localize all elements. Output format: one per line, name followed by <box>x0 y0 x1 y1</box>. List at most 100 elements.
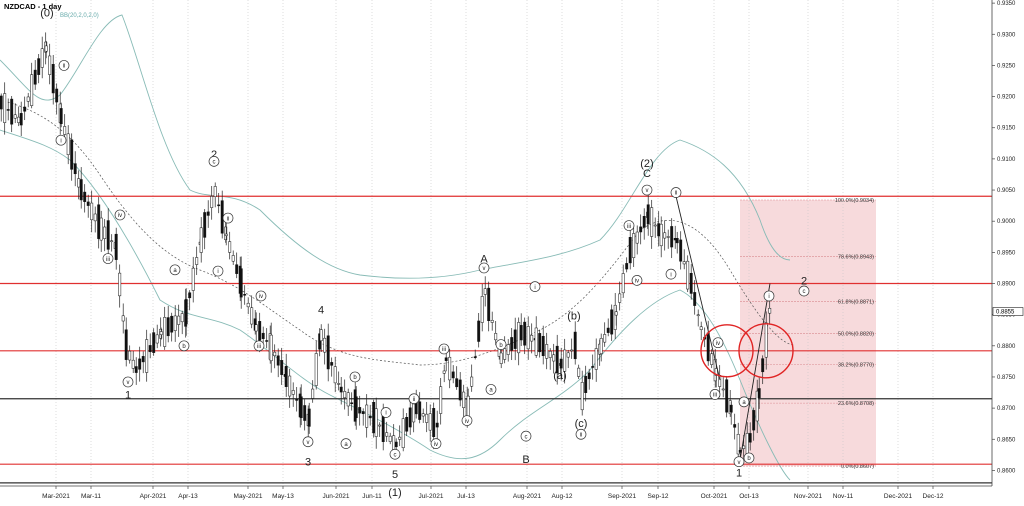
wave-label-circle <box>178 340 190 352</box>
y-tick-label: 0.8600 <box>997 468 1016 474</box>
candle-body <box>284 366 288 387</box>
candle-body <box>378 424 382 427</box>
candle-body <box>764 322 768 358</box>
candle-body <box>555 345 559 374</box>
candle-body <box>663 232 667 239</box>
candle-body <box>173 315 177 331</box>
candle-body <box>398 436 402 440</box>
candle-body <box>534 327 538 356</box>
wave-label-circle <box>212 265 224 277</box>
candle-body <box>503 348 507 360</box>
candle-body <box>145 339 149 373</box>
candle-body <box>59 108 63 124</box>
candle-body <box>653 224 657 227</box>
wave-label-circle <box>222 212 234 224</box>
wave-label-circle <box>55 134 67 146</box>
x-tick-label: Sep-12 <box>648 493 669 500</box>
symbol-label: NZDCAD - 1 day <box>4 2 62 11</box>
candle-body <box>228 241 232 253</box>
candle-body <box>621 273 625 294</box>
wave-label-circle <box>495 339 507 350</box>
candle-body <box>90 202 94 221</box>
fib-label: 61.8%(0.8871) <box>838 300 874 306</box>
x-tick-label: May-13 <box>272 493 294 500</box>
wave-label: v <box>307 440 310 446</box>
candle-body <box>258 321 262 341</box>
candle-body <box>134 366 138 373</box>
candle-body <box>10 98 14 125</box>
candle-body <box>421 413 425 417</box>
candle-body <box>675 238 679 244</box>
wave-label-circle <box>169 264 181 276</box>
candle-body <box>632 233 636 258</box>
candle-body <box>752 410 756 431</box>
axis-background <box>992 0 1024 501</box>
candle-body <box>343 391 347 399</box>
wave-label-circle <box>438 343 450 355</box>
time-axis: Mar-2021 Mar-11 Apr-2021 Apr-13 May-2021 May-… <box>0 485 992 500</box>
candle-body <box>480 296 484 323</box>
wave-label: i <box>768 294 769 300</box>
wave-label: iv <box>434 442 438 448</box>
wave-label-circle <box>485 384 497 395</box>
candle-body <box>483 288 487 295</box>
candle-body <box>635 231 639 244</box>
candle-body <box>487 287 491 321</box>
wave-label-circle <box>733 456 745 468</box>
wave-label: b <box>353 375 357 381</box>
wave-label-circle <box>623 220 635 231</box>
candle-body <box>381 414 385 442</box>
wave-label-circle <box>389 448 401 460</box>
candle-body <box>224 233 228 236</box>
candle-body <box>19 113 23 126</box>
candle-body <box>714 368 718 376</box>
candle-body <box>141 356 145 363</box>
candle-body <box>188 292 192 299</box>
fib-label: 38.2%(0.8770) <box>838 363 874 369</box>
candle-body <box>374 408 378 437</box>
candle-body <box>412 403 416 423</box>
wave-label: c <box>213 160 216 166</box>
candle-body <box>538 333 542 353</box>
wave-label: B <box>522 454 529 466</box>
wave-label-circle <box>255 290 267 302</box>
candle-body <box>70 139 74 170</box>
wave-label-circle <box>253 340 265 352</box>
candle-body <box>606 327 610 333</box>
wave-label: iii <box>257 344 261 350</box>
indicator-label: BB(20,2,0,2,0) <box>60 13 99 19</box>
candle-body <box>361 411 365 415</box>
candle-body <box>152 332 156 353</box>
x-tick-label: Jun-2021 <box>322 493 349 500</box>
y-tick-label: 0.8700 <box>997 406 1016 412</box>
candle-body <box>625 263 629 270</box>
candle-body <box>541 336 545 357</box>
current-price-label: 0.8855 <box>996 310 1015 316</box>
candle-body <box>350 402 354 404</box>
candle-body <box>354 396 358 419</box>
candle-body <box>736 433 740 455</box>
candle-body <box>388 435 392 442</box>
candle-body <box>337 383 341 385</box>
wave-label: v <box>127 380 130 386</box>
candle-body <box>97 204 101 239</box>
candle-body <box>432 408 436 437</box>
candle-body <box>519 325 523 341</box>
wave-label-circle <box>58 60 70 71</box>
annotations <box>675 196 794 467</box>
candle-body <box>639 226 643 233</box>
wave-label: i <box>60 138 61 144</box>
candle-body <box>17 116 21 123</box>
wave-label: v <box>738 460 741 466</box>
candle-body <box>280 360 284 375</box>
wave-label: iv <box>635 279 639 285</box>
wave-labels: (0)iiiiviiiv12cabiiiiviii4bv3aiiic5(1)iv… <box>40 7 810 499</box>
candle-body <box>670 226 674 248</box>
candle-body <box>99 217 103 241</box>
wave-label-circle <box>380 407 392 418</box>
wave-label: iv <box>259 294 263 300</box>
wave-label: b <box>499 343 503 349</box>
x-tick-label: Aug-2021 <box>513 493 542 500</box>
candle-body <box>394 441 398 448</box>
candle-body <box>195 257 199 265</box>
